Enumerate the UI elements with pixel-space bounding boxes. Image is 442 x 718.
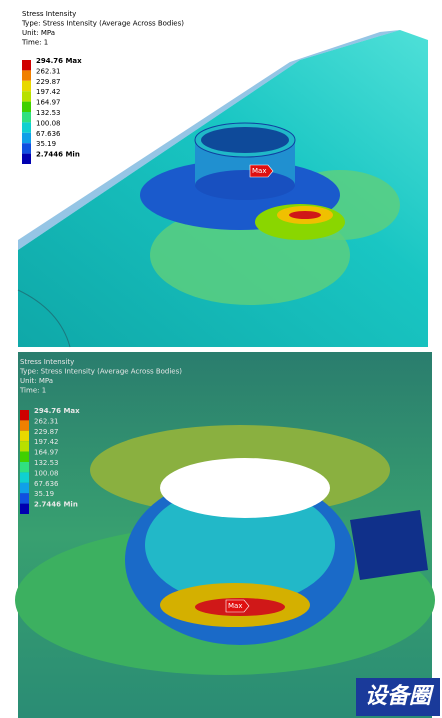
legend-swatch	[22, 122, 31, 133]
legend-swatch	[20, 430, 29, 442]
legend-swatch	[20, 493, 29, 504]
legend-level: 100.08	[34, 469, 59, 477]
legend-swatch	[22, 60, 31, 71]
legend-level: 294.76 Max	[36, 57, 82, 65]
legend-level: 294.76 Max	[34, 407, 80, 415]
legend-swatch	[22, 112, 31, 123]
legend-swatch	[22, 91, 31, 102]
legend-level: 197.42	[36, 88, 61, 96]
watermark-box	[356, 678, 440, 716]
legend-title: Stress Intensity	[22, 10, 76, 18]
overlay: Stress Intensity Type: Stress Intensity (…	[19, 10, 435, 709]
legend-type: Type: Stress Intensity (Average Across B…	[21, 20, 184, 28]
legend-swatch	[20, 410, 29, 421]
legend-level: 67.636	[36, 130, 61, 138]
legend-swatch	[22, 153, 31, 164]
top-plot	[0, 0, 442, 350]
legend-swatch	[20, 482, 29, 494]
watermark: 设备圈	[365, 684, 435, 709]
legend-title: Stress Intensity	[20, 358, 74, 366]
legend-unit: Unit: MPa	[20, 377, 53, 385]
bottom-plot	[15, 352, 440, 718]
legend-level: 67.636	[34, 480, 59, 488]
nozzle-base	[195, 170, 295, 200]
legend-level: 2.7446 Min	[34, 501, 78, 509]
legend-swatch	[20, 462, 29, 473]
legend-time: Time: 1	[19, 387, 46, 395]
contour	[145, 485, 335, 605]
legend-swatch	[20, 451, 29, 462]
probe-flag	[249, 164, 274, 178]
legend-swatch	[22, 80, 31, 92]
legend-level: 35.19	[36, 140, 56, 148]
legend-swatch	[22, 101, 31, 112]
legend-level: 262.31	[34, 417, 59, 425]
legend-level: 229.87	[34, 428, 59, 436]
legend-level: 2.7446 Min	[36, 151, 80, 159]
probe-label: Max	[252, 167, 266, 175]
legend-level: 229.87	[36, 78, 61, 86]
pipe-edge	[17, 289, 71, 348]
legend-level: 262.31	[36, 67, 61, 75]
legend-type: Type: Stress Intensity (Average Across B…	[19, 368, 182, 376]
nozzle-bore	[201, 127, 289, 153]
legend-level: 100.08	[36, 119, 61, 127]
probe-flag	[225, 599, 250, 613]
legend-level: 197.42	[34, 438, 59, 446]
contour	[289, 211, 321, 219]
legend-time: Time: 1	[21, 39, 48, 47]
legend-swatch	[20, 441, 29, 452]
opening	[160, 458, 330, 518]
legend-level: 35.19	[34, 490, 54, 498]
legend-level: 132.53	[36, 109, 61, 117]
legend-swatch	[20, 472, 29, 483]
contour	[350, 510, 428, 580]
legend-swatch	[20, 420, 29, 431]
probe-label: Max	[228, 602, 242, 610]
legend-level: 132.53	[34, 459, 59, 467]
legend-level: 164.97	[36, 99, 61, 107]
legend-swatch	[22, 70, 31, 81]
legend-swatch	[22, 143, 31, 154]
legend-swatch	[22, 132, 31, 144]
legend-level: 164.97	[34, 449, 59, 457]
legend-unit: Unit: MPa	[22, 29, 55, 37]
legend-swatch	[20, 503, 29, 514]
